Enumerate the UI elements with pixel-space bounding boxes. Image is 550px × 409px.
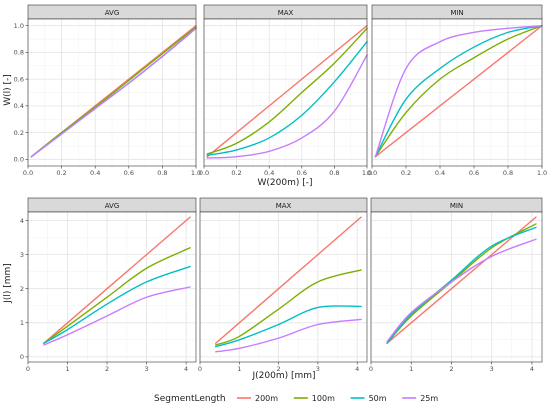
x-tick-label: 0.2 xyxy=(231,169,241,177)
legend-item-100m: 100m xyxy=(293,394,335,403)
facet-panel-0-1: MAX 0.0 0.2 0.4 0.6 0.8 1.0 xyxy=(199,4,372,177)
legend-item-200m: 200m xyxy=(237,394,278,403)
bottom-ylabel: J(l) [mm] xyxy=(3,263,13,304)
legend-label: 100m xyxy=(312,394,335,403)
legend-label: 200m xyxy=(255,394,278,403)
series-line-100m xyxy=(206,27,368,155)
panel-border xyxy=(371,18,543,167)
series-line-200m xyxy=(374,24,543,158)
y-tick-label: 3 xyxy=(20,251,24,259)
facet-panel-0-0: AVG 0.0 0.2 0.4 0.6 0.8 1.0 0.0 0.2 0.4 0.6 0.8 1.0 xyxy=(14,4,201,177)
series-line-200m xyxy=(43,216,191,344)
x-tick-label: 1.0 xyxy=(191,169,201,177)
panel-border xyxy=(203,18,368,167)
legend-label: 50m xyxy=(369,394,387,403)
y-tick-label: 2 xyxy=(20,285,24,293)
series-line-25m xyxy=(43,286,191,346)
legend-item-50m: 50m xyxy=(350,394,387,403)
x-tick-label: 3 xyxy=(490,365,494,373)
series-line-200m xyxy=(206,24,368,158)
facet-strip-label: AVG xyxy=(105,202,120,210)
series-line-100m xyxy=(374,24,543,158)
legend-label: 25m xyxy=(420,394,438,403)
y-tick-label: 0.4 xyxy=(14,102,24,110)
top-xlabel: W(200m) [-] xyxy=(258,178,313,188)
series-line-25m xyxy=(30,27,197,158)
series-line-50m xyxy=(215,305,362,348)
series-line-100m xyxy=(30,26,197,158)
facet-strip-label: MIN xyxy=(450,9,463,17)
x-tick-label: 0.6 xyxy=(297,169,307,177)
y-tick-label: 0.6 xyxy=(14,75,24,83)
x-tick-label: 2 xyxy=(277,365,281,373)
bottom-xlabel: J(200m) [mm] xyxy=(251,371,315,381)
x-tick-label: 0.6 xyxy=(124,169,134,177)
x-tick-label: 0.4 xyxy=(264,169,274,177)
x-tick-label: 4 xyxy=(184,365,188,373)
top-ylabel: W(l) [-] xyxy=(3,74,13,106)
x-tick-label: 4 xyxy=(530,365,534,373)
x-tick-label: 1 xyxy=(409,365,413,373)
panel-border xyxy=(27,18,197,167)
x-tick-label: 0.8 xyxy=(157,169,167,177)
x-tick-label: 0.0 xyxy=(199,169,209,177)
y-tick-label: 0 xyxy=(20,353,24,361)
x-tick-label: 0.8 xyxy=(503,169,513,177)
series-line-50m xyxy=(206,41,368,157)
facet-panel-1-2: MIN 0 1 2 3 4 xyxy=(369,197,543,373)
series-line-100m xyxy=(43,247,191,344)
x-tick-label: 1 xyxy=(65,365,69,373)
facet-panel-1-1: MAX 0 1 2 3 4 xyxy=(198,197,368,373)
x-tick-label: 4 xyxy=(355,365,359,373)
x-tick-label: 0 xyxy=(369,365,373,373)
series-line-25m xyxy=(215,318,362,353)
facet-panel-0-2: MIN 0.0 0.2 0.4 0.6 0.8 1.0 xyxy=(367,4,547,177)
x-tick-label: 1.0 xyxy=(362,169,372,177)
panel-border xyxy=(370,211,543,363)
y-tick-label: 0.2 xyxy=(14,129,24,137)
x-tick-label: 1 xyxy=(237,365,241,373)
series-line-200m xyxy=(386,216,537,344)
series-line-25m xyxy=(386,238,537,343)
x-tick-label: 0.2 xyxy=(401,169,411,177)
x-tick-label: 0 xyxy=(198,365,202,373)
series-line-50m xyxy=(374,24,543,158)
x-tick-label: 2 xyxy=(449,365,453,373)
facet-strip-label: MIN xyxy=(450,202,463,210)
legend-item-25m: 25m xyxy=(402,394,438,403)
series-line-25m xyxy=(374,24,543,158)
y-tick-label: 0.0 xyxy=(14,156,24,164)
legend: SegmentLength 200m 100m 50m 25m xyxy=(154,394,438,404)
facet-strip-label: MAX xyxy=(276,202,292,210)
series-line-50m xyxy=(386,226,537,344)
x-tick-label: 0 xyxy=(26,365,30,373)
x-tick-label: 0.8 xyxy=(329,169,339,177)
x-tick-label: 3 xyxy=(316,365,320,373)
y-tick-label: 4 xyxy=(20,217,24,225)
x-tick-label: 0.2 xyxy=(56,169,66,177)
x-tick-label: 2 xyxy=(105,365,109,373)
x-tick-label: 0.4 xyxy=(435,169,445,177)
series-line-50m xyxy=(43,265,191,344)
x-tick-label: 0.0 xyxy=(367,169,377,177)
series-line-25m xyxy=(206,54,368,159)
y-tick-label: 1 xyxy=(20,319,24,327)
x-tick-label: 3 xyxy=(145,365,149,373)
x-tick-label: 0.0 xyxy=(23,169,33,177)
panel-border xyxy=(27,211,197,363)
y-tick-label: 1.0 xyxy=(14,22,24,30)
facet-panel-1-0: AVG 0 1 2 3 4 0 1 2 3 4 xyxy=(20,197,197,373)
x-tick-label: 1.0 xyxy=(537,169,547,177)
facet-strip-label: AVG xyxy=(105,9,120,17)
x-tick-label: 0.4 xyxy=(90,169,100,177)
legend-title: SegmentLength xyxy=(154,394,226,404)
facet-strip-label: MAX xyxy=(278,9,294,17)
panel-border xyxy=(199,211,368,363)
x-tick-label: 0.6 xyxy=(469,169,479,177)
series-line-200m xyxy=(215,216,362,344)
series-line-100m xyxy=(215,269,362,346)
y-tick-label: 0.8 xyxy=(14,49,24,57)
gridlines xyxy=(370,212,542,362)
